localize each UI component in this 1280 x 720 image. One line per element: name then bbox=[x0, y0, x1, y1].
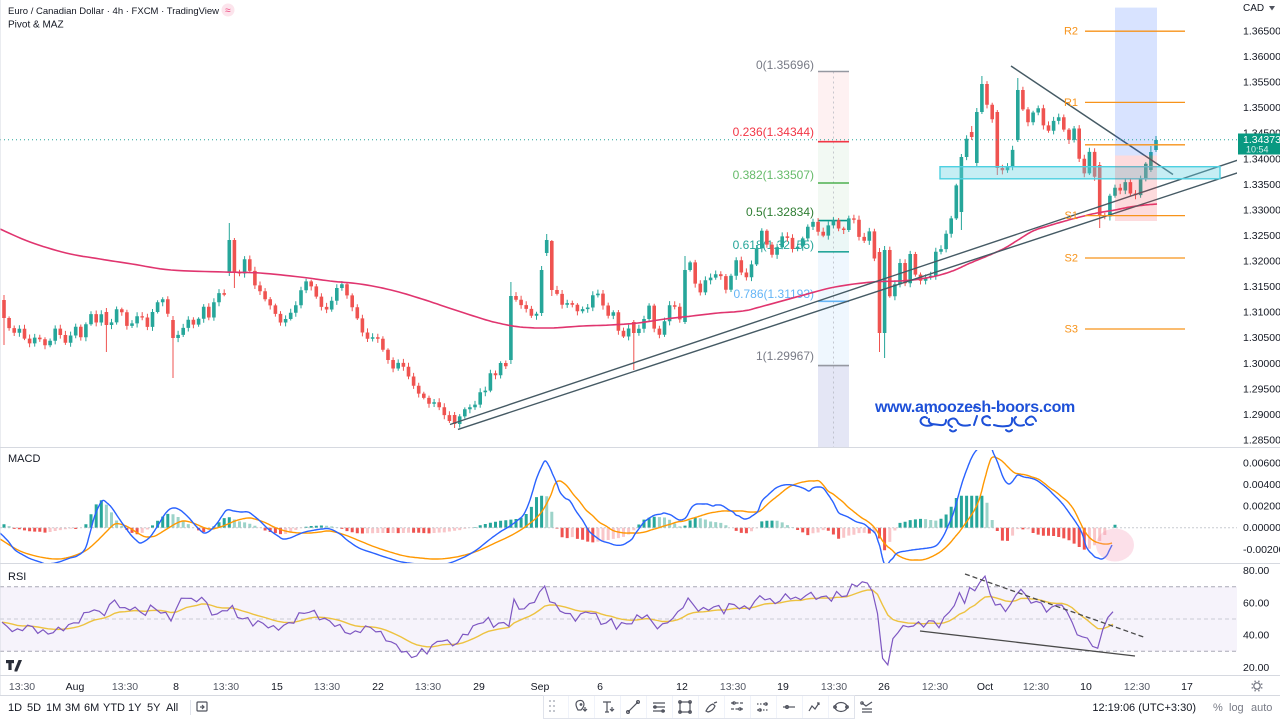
svg-text:10:54: 10:54 bbox=[1246, 145, 1269, 155]
svg-text:S2: S2 bbox=[1065, 253, 1078, 265]
svg-text:All: All bbox=[166, 702, 178, 714]
svg-text:0.00400: 0.00400 bbox=[1243, 479, 1280, 491]
svg-text:6M: 6M bbox=[84, 702, 99, 714]
svg-text:13:30: 13:30 bbox=[415, 681, 441, 693]
svg-text:RSI: RSI bbox=[8, 571, 26, 583]
svg-text:60.00: 60.00 bbox=[1243, 597, 1269, 609]
svg-text:5Y: 5Y bbox=[147, 702, 161, 714]
svg-text:1.32500: 1.32500 bbox=[1243, 230, 1280, 242]
svg-text:1Y: 1Y bbox=[128, 702, 142, 714]
svg-text:12:30: 12:30 bbox=[1023, 681, 1049, 693]
svg-text:1M: 1M bbox=[46, 702, 61, 714]
svg-text:Sep: Sep bbox=[531, 681, 550, 693]
svg-text:Aug: Aug bbox=[66, 681, 85, 693]
svg-text:5D: 5D bbox=[27, 702, 41, 714]
svg-text:log: log bbox=[1229, 702, 1244, 714]
svg-text:1.34000: 1.34000 bbox=[1243, 153, 1280, 165]
svg-text:1.32000: 1.32000 bbox=[1243, 256, 1280, 268]
svg-text:13:30: 13:30 bbox=[720, 681, 746, 693]
svg-text:YTD: YTD bbox=[103, 702, 125, 714]
svg-text:1.31000: 1.31000 bbox=[1243, 307, 1280, 319]
svg-text:1.29500: 1.29500 bbox=[1243, 383, 1280, 395]
svg-text:0.236(1.34344): 0.236(1.34344) bbox=[733, 125, 814, 139]
svg-text:1.36000: 1.36000 bbox=[1243, 51, 1280, 63]
svg-text:22: 22 bbox=[372, 681, 384, 693]
svg-text:29: 29 bbox=[473, 681, 485, 693]
svg-text:auto: auto bbox=[1251, 702, 1272, 714]
svg-text:13:30: 13:30 bbox=[213, 681, 239, 693]
svg-text:13:30: 13:30 bbox=[112, 681, 138, 693]
svg-text:0.382(1.33507): 0.382(1.33507) bbox=[733, 168, 814, 182]
svg-text:15: 15 bbox=[271, 681, 283, 693]
svg-text:8: 8 bbox=[173, 681, 179, 693]
svg-text:S1: S1 bbox=[1065, 210, 1078, 222]
svg-text:26: 26 bbox=[878, 681, 890, 693]
svg-text:1D: 1D bbox=[8, 702, 22, 714]
svg-text:1(1.29967): 1(1.29967) bbox=[756, 349, 814, 363]
svg-text:12:30: 12:30 bbox=[922, 681, 948, 693]
svg-text:1.33500: 1.33500 bbox=[1243, 179, 1280, 191]
svg-text:0.00600: 0.00600 bbox=[1243, 458, 1280, 470]
svg-text:20.00: 20.00 bbox=[1243, 662, 1269, 674]
svg-text:0.00200: 0.00200 bbox=[1243, 501, 1280, 513]
svg-text:%: % bbox=[1213, 702, 1223, 714]
svg-text:1.30000: 1.30000 bbox=[1243, 358, 1280, 370]
svg-text:1.35000: 1.35000 bbox=[1243, 102, 1280, 114]
svg-text:Oct: Oct bbox=[977, 681, 993, 693]
svg-text:-0.00200: -0.00200 bbox=[1243, 544, 1280, 556]
svg-text:1.34373: 1.34373 bbox=[1243, 134, 1280, 146]
svg-text:1.28500: 1.28500 bbox=[1243, 435, 1280, 447]
svg-text:13:30: 13:30 bbox=[821, 681, 847, 693]
svg-text:S3: S3 bbox=[1065, 324, 1078, 336]
svg-text:R2: R2 bbox=[1064, 26, 1078, 38]
svg-text:12: 12 bbox=[676, 681, 688, 693]
svg-text:0(1.35696): 0(1.35696) bbox=[756, 58, 814, 72]
svg-text:40.00: 40.00 bbox=[1243, 630, 1269, 642]
svg-text:13:30: 13:30 bbox=[9, 681, 35, 693]
svg-text:1.29000: 1.29000 bbox=[1243, 409, 1280, 421]
svg-text:17: 17 bbox=[1181, 681, 1193, 693]
svg-text:80.00: 80.00 bbox=[1243, 565, 1269, 577]
svg-text:3M: 3M bbox=[65, 702, 80, 714]
svg-text:1.30500: 1.30500 bbox=[1243, 332, 1280, 344]
svg-text:0.786(1.31193): 0.786(1.31193) bbox=[733, 287, 814, 301]
svg-text:12:30: 12:30 bbox=[1124, 681, 1150, 693]
svg-text:1.35500: 1.35500 bbox=[1243, 77, 1280, 89]
svg-text:19: 19 bbox=[777, 681, 789, 693]
svg-text:MACD: MACD bbox=[8, 453, 40, 465]
svg-text:CAD: CAD bbox=[1243, 3, 1264, 14]
svg-text:12:19:06 (UTC+3:30): 12:19:06 (UTC+3:30) bbox=[1092, 702, 1196, 714]
svg-text:0.5(1.32834): 0.5(1.32834) bbox=[746, 205, 814, 219]
svg-text:1.36500: 1.36500 bbox=[1243, 26, 1280, 38]
svg-text:1.33000: 1.33000 bbox=[1243, 204, 1280, 216]
svg-text:Pivot & MAZ: Pivot & MAZ bbox=[8, 20, 64, 31]
svg-text:R1: R1 bbox=[1064, 97, 1078, 109]
svg-text:≈: ≈ bbox=[225, 6, 231, 17]
svg-text:13:30: 13:30 bbox=[314, 681, 340, 693]
svg-text:Euro / Canadian Dollar · 4h ·: Euro / Canadian Dollar · 4h · FXCM · Tra… bbox=[8, 6, 219, 17]
svg-text:0.00000: 0.00000 bbox=[1243, 522, 1280, 534]
svg-text:6: 6 bbox=[597, 681, 603, 693]
svg-text:10: 10 bbox=[1080, 681, 1092, 693]
svg-text:1.31500: 1.31500 bbox=[1243, 281, 1280, 293]
